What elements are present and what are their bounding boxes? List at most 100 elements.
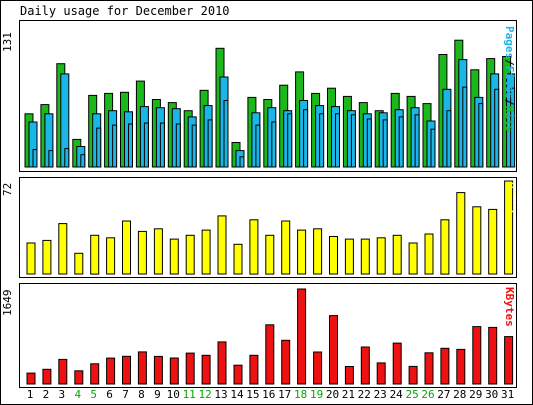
kbytes-bar-13 [217,341,227,385]
pages-bar-11 [191,124,197,168]
hits-plot [24,39,516,168]
day-label-17: 17 [278,388,291,401]
kbytes-bar-17 [281,339,291,385]
kbytes-bar-1 [26,372,36,385]
pages-bar-7 [128,123,133,168]
visits-bar-18 [297,229,307,275]
kbytes-bar-6 [106,357,116,385]
day-label-10: 10 [167,388,180,401]
day-label-18: 18 [294,388,307,401]
pages-bar-19 [319,113,325,168]
kbytes-bar-10 [169,357,179,385]
pages-bar-28 [462,86,468,168]
pages-bar-30 [494,88,500,168]
visits-panel [19,177,517,278]
day-label-5: 5 [90,388,97,401]
visits-bar-3 [58,223,68,275]
visits-bar-12 [201,229,211,275]
day-label-12: 12 [198,388,211,401]
pages-bar-22 [366,118,372,168]
kbytes-bar-27 [440,347,450,385]
pages-bar-6 [112,124,118,168]
pages-bar-15 [255,124,261,168]
kbytes-bar-26 [424,352,434,385]
kbytes-bar-30 [488,326,498,385]
hits-label: Hits [503,105,516,133]
visits-bar-16 [265,234,275,275]
kbytes-bar-22 [360,346,370,385]
pages-bar-9 [159,122,165,168]
kbytes-bar-20 [329,315,338,385]
visits-bar-8 [137,230,147,275]
kbytes-bar-31 [504,336,514,385]
kbytes-bar-14 [233,364,243,385]
kbytes-bar-9 [153,355,163,385]
label-sep-2: / [503,98,516,106]
day-label-26: 26 [421,388,434,401]
visits-bar-15 [249,219,259,275]
day-label-23: 23 [374,388,387,401]
day-label-14: 14 [230,388,244,401]
visits-bar-21 [344,238,354,275]
day-label-2: 2 [43,388,50,401]
day-label-21: 21 [342,388,355,401]
visits-bar-13 [217,215,227,275]
day-label-24: 24 [390,388,404,401]
pages-bar-12 [207,119,213,168]
visits-bar-22 [360,238,370,275]
day-label-3: 3 [58,388,65,401]
pages-bar-21 [350,114,356,168]
day-label-27: 27 [437,388,450,401]
pages-bar-27 [446,110,452,168]
pages-bar-2 [48,150,54,168]
pages-bar-14 [239,156,245,168]
hits-series-label: Pages/Files/Hits [503,26,532,132]
visits-bar-24 [392,234,402,275]
pages-bar-26 [430,128,436,168]
visits-bar-17 [281,220,291,275]
visits-bar-6 [106,237,116,275]
day-label-15: 15 [246,388,259,401]
kbytes-bar-16 [265,324,275,385]
visits-bar-1 [26,242,36,275]
pages-bar-13 [223,100,229,168]
visits-plot [26,180,514,275]
kbytes-bar-28 [456,348,466,385]
day-label-19: 19 [310,388,323,401]
day-label-28: 28 [453,388,466,401]
kbytes-bar-12 [201,354,211,385]
kbytes-bar-29 [472,326,482,385]
visits-bar-28 [456,192,466,275]
kbytes-bar-19 [313,351,323,385]
visits-bar-4 [74,252,84,275]
pages-bar-4 [80,154,86,168]
visits-series-label: Visits [503,182,532,222]
visits-ymax-label: 72 [1,182,14,196]
visits-bar-30 [488,208,498,275]
visits-bar-27 [440,219,450,275]
pages-bar-31 [510,87,516,168]
visits-bar-29 [472,206,482,275]
pages-bar-23 [382,119,388,168]
hits-ymax-label: 131 [1,32,14,52]
kbytes-bar-8 [137,351,147,385]
pages-bar-3 [64,148,70,168]
pages-bar-5 [96,127,102,168]
day-label-9: 9 [154,388,161,401]
visits-bar-9 [153,228,163,275]
kbytes-bar-4 [74,370,84,385]
pages-bar-18 [303,109,309,168]
day-label-20: 20 [326,388,339,401]
day-label-13: 13 [214,388,227,401]
day-label-1: 1 [27,388,34,401]
kbytes-bar-15 [249,354,259,385]
kbytes-bar-24 [392,342,402,385]
visits-bar-19 [313,228,323,275]
kbytes-bar-18 [297,288,307,385]
kbytes-series-label: KBytes [503,287,532,327]
kbytes-bar-21 [344,366,354,385]
visits-bar-14 [233,243,243,275]
kbytes-bar-5 [90,363,100,385]
kbytes-panel [19,283,517,388]
